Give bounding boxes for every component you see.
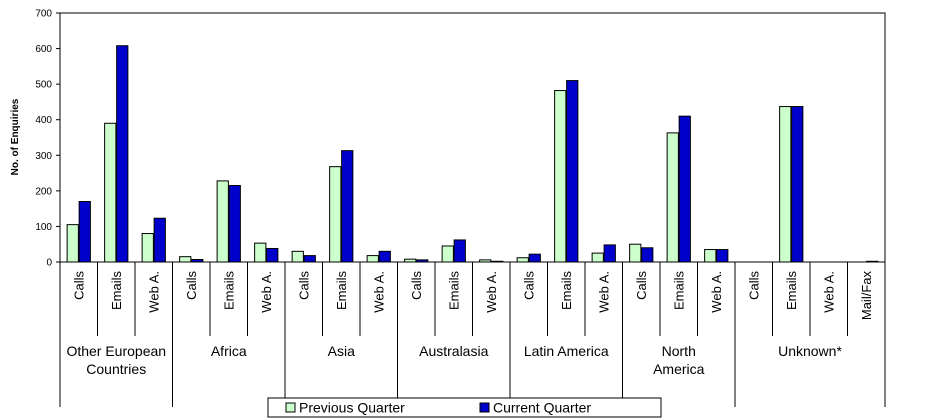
plot-area-frame: [59, 12, 886, 263]
category-label: Web A.: [709, 271, 724, 313]
bar-current-quarter: [303, 255, 316, 263]
category-label: Web A.: [484, 271, 499, 313]
bar-previous-quarter: [516, 257, 529, 263]
category-label: Web A.: [146, 271, 161, 313]
chart-legend: Previous Quarter Current Quarter: [267, 397, 662, 418]
bar-current-quarter: [191, 259, 204, 263]
bar-current-quarter: [641, 247, 654, 263]
y-tick-label: 0: [46, 258, 52, 269]
category-label: Calls: [184, 271, 199, 300]
bar-previous-quarter: [104, 122, 117, 263]
group-label: Latin America: [524, 343, 609, 359]
bar-previous-quarter: [404, 258, 417, 263]
category-label: Calls: [746, 271, 761, 300]
group-label: America: [653, 361, 705, 377]
bar-current-quarter: [678, 115, 691, 263]
category-label: Web A.: [821, 271, 836, 313]
chart-labels: Calls Emails Web A. Calls Emails Web A. Calls E…: [66, 271, 873, 377]
category-label: Emails: [221, 271, 236, 311]
y-axis-label: No. of Enquiries: [10, 98, 21, 175]
category-label: Calls: [71, 271, 86, 300]
bar-current-quarter: [378, 250, 391, 263]
bar-previous-quarter: [179, 256, 192, 263]
bar-previous-quarter: [704, 249, 717, 263]
category-label: Emails: [559, 271, 574, 311]
group-label: Africa: [211, 343, 247, 359]
category-label: Emails: [784, 271, 799, 311]
legend-label: Current Quarter: [493, 400, 591, 416]
bar-current-quarter: [416, 259, 429, 263]
y-tick-label: 400: [35, 115, 52, 126]
bar-current-quarter: [153, 217, 166, 263]
y-tick-label: 100: [35, 222, 52, 233]
y-tick-label: 300: [35, 151, 52, 162]
bar-current-quarter: [228, 185, 241, 263]
bar-previous-quarter: [141, 233, 154, 263]
bar-current-quarter: [341, 150, 354, 263]
group-label: Unknown*: [778, 343, 842, 359]
bar-previous-quarter: [216, 180, 229, 263]
legend-box: [267, 397, 662, 418]
bar-current-quarter: [266, 247, 279, 263]
category-label: Calls: [634, 271, 649, 300]
legend-swatch: [479, 402, 490, 413]
bar-current-quarter: [491, 260, 504, 263]
y-tick-label: 700: [35, 9, 52, 20]
category-label: Web A.: [259, 271, 274, 313]
bar-previous-quarter: [66, 224, 79, 263]
legend-swatch: [285, 402, 296, 413]
bar-current-quarter: [116, 45, 129, 263]
category-label: Calls: [296, 271, 311, 300]
category-label: Emails: [334, 271, 349, 311]
bar-previous-quarter: [554, 90, 567, 263]
chart-axes: 0 100 200 300 400 500 600 700: [35, 9, 886, 407]
category-label: Emails: [446, 271, 461, 311]
bar-current-quarter: [716, 249, 729, 263]
group-label: Asia: [328, 343, 355, 359]
y-tick-label: 200: [35, 186, 52, 197]
bar-previous-quarter: [479, 259, 492, 263]
bar-previous-quarter: [329, 166, 342, 263]
bar-current-quarter: [453, 239, 466, 263]
group-label: North: [662, 343, 696, 359]
bar-current-quarter: [603, 244, 616, 263]
bar-current-quarter: [566, 80, 579, 263]
group-label: Australasia: [419, 343, 488, 359]
group-label: Other European: [66, 343, 166, 359]
category-label: Emails: [109, 271, 124, 311]
bar-current-quarter: [791, 106, 804, 263]
bar-previous-quarter: [291, 250, 304, 263]
bar-current-quarter: [866, 260, 879, 263]
bar-previous-quarter: [366, 255, 379, 263]
bar-previous-quarter: [441, 245, 454, 263]
y-tick-label: 500: [35, 80, 52, 91]
category-label: Web A.: [371, 271, 386, 313]
category-label: Mail/Fax: [859, 271, 874, 321]
category-label: Web A.: [596, 271, 611, 313]
bar-previous-quarter: [666, 132, 679, 263]
bar-previous-quarter: [254, 242, 267, 263]
bar-previous-quarter: [629, 243, 642, 263]
chart-bars: [66, 45, 879, 263]
y-tick-label: 600: [35, 44, 52, 55]
bar-current-quarter: [78, 201, 91, 263]
category-label: Calls: [521, 271, 536, 300]
bar-current-quarter: [528, 253, 541, 263]
bar-previous-quarter: [591, 252, 604, 263]
category-label: Calls: [409, 271, 424, 300]
group-label: Countries: [86, 361, 146, 377]
category-label: Emails: [671, 271, 686, 311]
legend-label: Previous Quarter: [299, 400, 405, 416]
bar-previous-quarter: [779, 106, 792, 263]
